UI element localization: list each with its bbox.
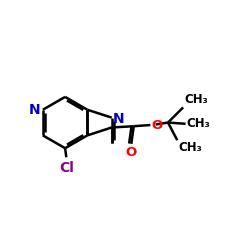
Text: CH₃: CH₃ bbox=[184, 94, 208, 106]
Text: N: N bbox=[113, 112, 124, 126]
Text: Cl: Cl bbox=[59, 161, 74, 175]
Text: O: O bbox=[152, 118, 163, 132]
Text: CH₃: CH₃ bbox=[178, 142, 202, 154]
Text: CH₃: CH₃ bbox=[186, 117, 210, 130]
Text: O: O bbox=[126, 146, 137, 159]
Text: N: N bbox=[28, 103, 40, 117]
